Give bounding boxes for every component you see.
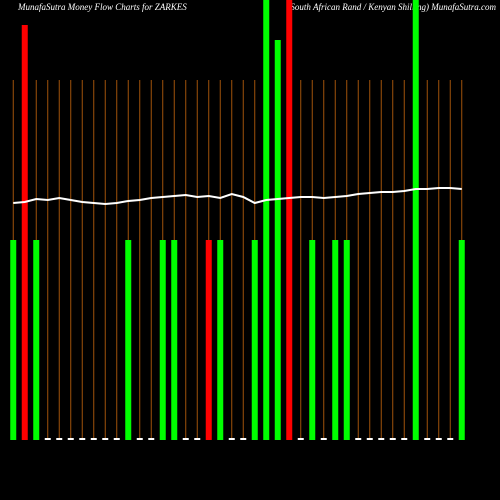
bar: [102, 438, 109, 440]
bar: [56, 438, 63, 440]
bar: [366, 438, 373, 440]
bar: [33, 240, 40, 440]
bar: [205, 240, 212, 440]
bar: [286, 0, 293, 440]
bar: [320, 438, 327, 440]
money-flow-line: [13, 187, 462, 206]
bar: [240, 438, 247, 440]
chart-subtitle: (South African Rand / Kenyan Shilling) M…: [287, 2, 496, 12]
bar: [159, 240, 166, 440]
bar: [401, 438, 408, 440]
bar: [251, 240, 258, 440]
bar: [389, 438, 396, 440]
bar: [378, 438, 385, 440]
bar: [343, 240, 350, 440]
bar: [274, 40, 281, 440]
bar: [309, 240, 316, 440]
bar: [125, 240, 132, 440]
bar: [194, 438, 201, 440]
bar: [228, 438, 235, 440]
bar: [458, 240, 465, 440]
bar: [90, 438, 97, 440]
bar: [171, 240, 178, 440]
bar: [263, 0, 270, 440]
bar: [44, 438, 51, 440]
bar: [424, 438, 431, 440]
bar: [79, 438, 86, 440]
bar: [148, 438, 155, 440]
bar: [67, 438, 74, 440]
bar: [217, 240, 224, 440]
bar: [447, 438, 454, 440]
bar: [136, 438, 143, 440]
bar: [21, 25, 28, 440]
bar: [10, 240, 17, 440]
bar: [332, 240, 339, 440]
bar: [113, 438, 120, 440]
bar: [412, 0, 419, 440]
bar: [435, 438, 442, 440]
bar: [297, 438, 304, 440]
bar: [182, 438, 189, 440]
bar: [355, 438, 362, 440]
chart-title: MunafaSutra Money Flow Charts for ZARKES: [17, 2, 187, 12]
